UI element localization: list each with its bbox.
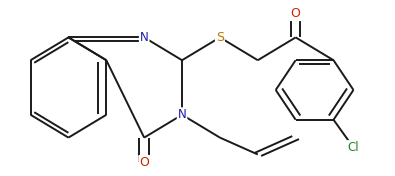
Text: Cl: Cl [348, 141, 359, 154]
Text: N: N [178, 108, 186, 121]
Text: O: O [291, 7, 301, 20]
Text: O: O [139, 156, 149, 169]
Text: N: N [140, 31, 149, 44]
Text: S: S [216, 31, 224, 44]
